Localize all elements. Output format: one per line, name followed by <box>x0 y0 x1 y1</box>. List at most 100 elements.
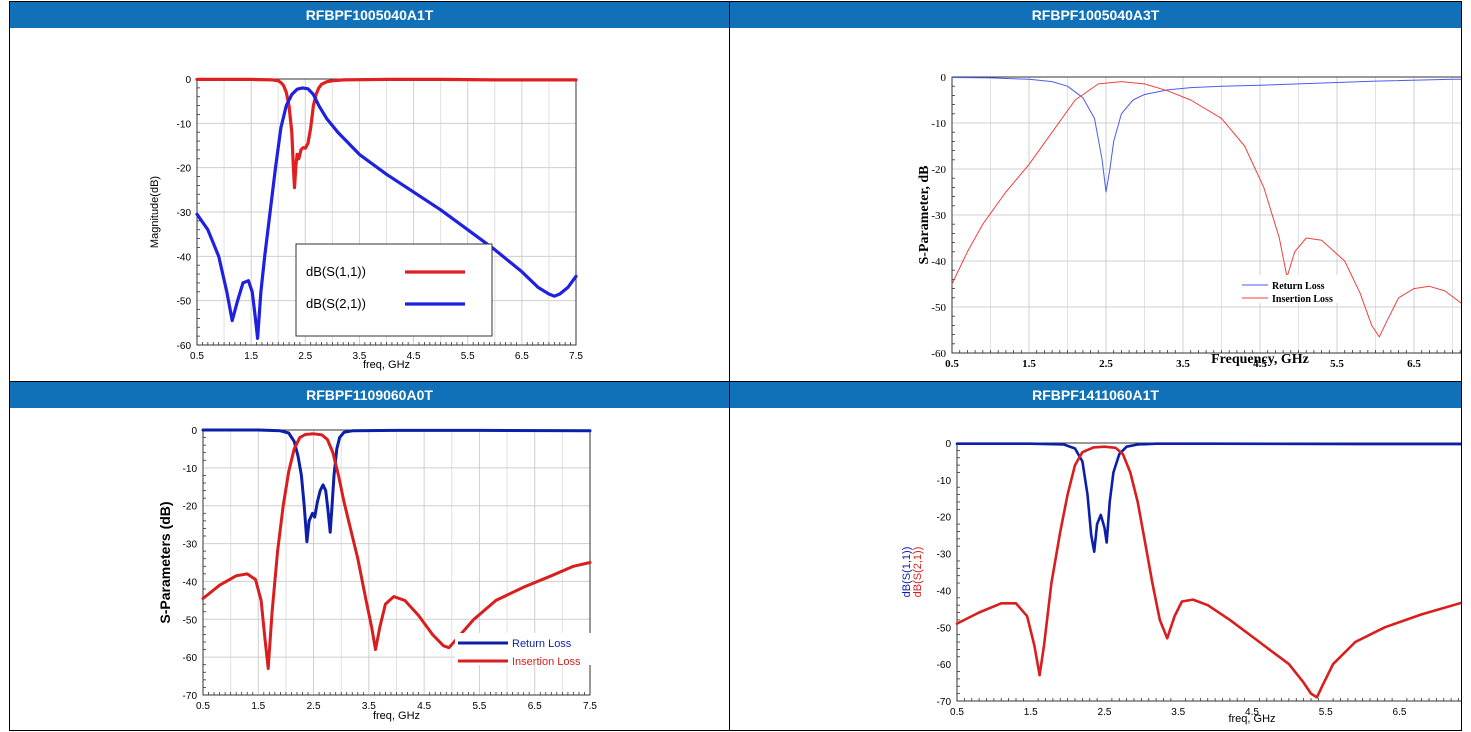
x-tick-label: 0.5 <box>945 358 959 370</box>
legend-box <box>295 243 493 337</box>
y-axis-label: S-Parameter, dB <box>917 165 932 264</box>
legend-label: Insertion Loss <box>512 656 581 668</box>
legend-label: Return Loss <box>1272 281 1325 292</box>
chart-rfbpf1411060a1t: 0.51.52.53.54.55.56.57.58.50-10-20-30-40… <box>901 439 1461 725</box>
y-tick-label: -10 <box>931 118 946 130</box>
y-tick-label: -30 <box>931 210 946 222</box>
y-axis-label: S-Parameters (dB) <box>157 501 173 623</box>
x-tick-label: 0.5 <box>190 351 204 362</box>
series-line-insertion-loss <box>201 432 592 670</box>
x-tick-label: 2.5 <box>307 701 321 712</box>
y-tick-label: -60 <box>177 341 192 352</box>
x-axis-label: freq, GHz <box>1228 713 1275 725</box>
panel-title: RFBPF1005040A1T <box>10 2 729 28</box>
y-tick-label: -10 <box>177 119 192 130</box>
x-tick-label: 3.5 <box>352 351 366 362</box>
x-tick-label: 0.5 <box>196 701 210 712</box>
chart-rfbpf1109060a0t: 0.5 1.5 2.5 3.5 4.5 5.5 6.5 7.5 0 -10 -20 -30 -40 -50… <box>157 426 597 722</box>
panel-rfbpf1005040a1t: RFBPF1005040A1T 0.5 1.5 2.5 3.5 4.5 5.5 6.5 7.5… <box>10 2 729 381</box>
x-axis-label: freq, GHz <box>363 359 410 371</box>
panel-title: RFBPF1411060A1T <box>730 382 1461 408</box>
series-line-db-s-2-1- <box>195 86 578 340</box>
y-tick-label: -10 <box>183 464 198 475</box>
x-tick-label: 6.5 <box>1407 358 1421 370</box>
y-tick-label: -30 <box>183 540 198 551</box>
y-tick-label: -70 <box>183 691 198 702</box>
series-line-db-s-1-1- <box>955 442 1461 553</box>
x-tick-label: 5.5 <box>472 701 486 712</box>
chart-rfbpf1005040a3t: 0.51.52.53.54.55.56.57.58.50-10-20-30-40… <box>917 72 1461 370</box>
y-tick-label: -50 <box>937 623 952 634</box>
x-tick-label: 5.5 <box>1319 707 1333 718</box>
x-axis-label: Frequency, GHz <box>1211 352 1309 367</box>
y-tick-label: -70 <box>937 697 952 708</box>
x-tick-label: 4.5 <box>407 351 421 362</box>
legend-label: Return Loss <box>512 638 572 650</box>
y-axis-label: Magnitude(dB) <box>149 176 161 248</box>
legend-label: dB(S(1,1)) <box>306 264 366 279</box>
series-line-return-loss <box>951 77 1461 193</box>
plot-frame <box>951 76 1461 354</box>
panel-rfbpf1005040a3t: RFBPF1005040A3T 0.51.52.53.54.55.56.57.5… <box>730 2 1461 381</box>
panel-title: RFBPF1005040A3T <box>730 2 1461 28</box>
y-tick-label: 0 <box>945 439 951 450</box>
x-tick-label: 1.5 <box>244 351 258 362</box>
y-tick-label: -50 <box>183 615 198 626</box>
y-tick-label: -20 <box>183 502 198 513</box>
x-tick-label: 7.5 <box>583 701 597 712</box>
y-tick-label: -20 <box>931 164 946 176</box>
x-tick-label: 6.5 <box>515 351 529 362</box>
y-axis-label: dB(S(2,1)) <box>912 547 924 598</box>
y-tick-label: -10 <box>937 476 952 487</box>
series-line-db-s-2-1- <box>955 445 1461 699</box>
x-tick-label: 3.5 <box>1171 707 1185 718</box>
y-tick-label: 0 <box>185 75 191 86</box>
x-tick-label: 2.5 <box>298 351 312 362</box>
x-tick-label: 3.5 <box>1176 358 1190 370</box>
y-tick-label: -40 <box>937 586 952 597</box>
y-tick-label: -60 <box>183 653 198 664</box>
y-tick-label: -30 <box>177 208 192 219</box>
x-tick-label: 4.5 <box>1253 358 1267 370</box>
x-tick-label: 1.5 <box>1024 707 1038 718</box>
y-tick-label: -20 <box>177 164 192 175</box>
x-tick-label: 7.5 <box>569 351 583 362</box>
x-tick-label: 5.5 <box>1330 358 1344 370</box>
cell-divider-vertical <box>729 2 730 730</box>
x-tick-label: 4.5 <box>417 701 431 712</box>
panel-rfbpf1411060a1t: RFBPF1411060A1T 0.51.52.53.54.55.56.57.5… <box>730 382 1461 730</box>
x-tick-label: 1.5 <box>251 701 265 712</box>
panel-rfbpf1109060a0t: RFBPF1109060A0T 0.5 1.5 2.5 3.5 4.5 5.5 6.5 7.5… <box>10 382 729 730</box>
product-chart-grid: RFBPF1005040A1T 0.5 1.5 2.5 3.5 4.5 5.5 6.5 7.5… <box>9 1 1462 731</box>
x-tick-label: 1.5 <box>1022 358 1036 370</box>
y-tick-label: -30 <box>937 550 952 561</box>
x-tick-label: 2.5 <box>1099 358 1113 370</box>
x-tick-label: 2.5 <box>1098 707 1112 718</box>
x-tick-label: 4.5 <box>1245 707 1259 718</box>
x-tick-label: 3.5 <box>362 701 376 712</box>
x-tick-label: 6.5 <box>528 701 542 712</box>
chart-rfbpf1005040a1t: 0.5 1.5 2.5 3.5 4.5 5.5 6.5 7.5 0 -10 -20 -30 -40 -50… <box>149 75 583 371</box>
legend-label: Insertion Loss <box>1272 294 1333 305</box>
x-tick-label: 6.5 <box>1393 707 1407 718</box>
cell-divider-horizontal <box>10 381 1461 382</box>
y-tick-label: -50 <box>177 297 192 308</box>
y-tick-label: -50 <box>931 302 946 314</box>
y-tick-label: 0 <box>191 426 197 437</box>
y-tick-label: -60 <box>937 660 952 671</box>
panel-title: RFBPF1109060A0T <box>10 382 729 408</box>
y-tick-label: 0 <box>941 72 947 84</box>
y-tick-label: -40 <box>183 577 198 588</box>
y-tick-label: -40 <box>177 252 192 263</box>
series-line-insertion-loss <box>951 81 1461 338</box>
x-tick-label: 5.5 <box>461 351 475 362</box>
x-tick-label: 0.5 <box>950 707 964 718</box>
y-tick-label: -20 <box>937 513 952 524</box>
legend-label: dB(S(2,1)) <box>306 296 366 311</box>
y-axis-label: dB(S(1,1)) <box>901 547 913 598</box>
plot-frame <box>956 442 1461 702</box>
x-axis-label: freq, GHz <box>373 710 420 722</box>
y-tick-label: -40 <box>931 256 946 268</box>
y-tick-label: -60 <box>931 348 946 360</box>
series-line-db-s-1-1- <box>195 77 578 190</box>
